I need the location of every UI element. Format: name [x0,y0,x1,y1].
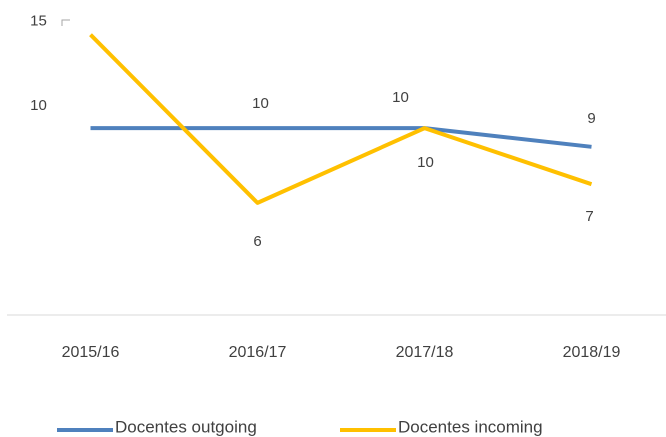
data-label: 7 [585,208,593,225]
legend-label: Docentes outgoing [115,417,257,436]
series-line [89,33,593,205]
data-label: 10 [392,89,409,106]
leader-line [61,19,70,26]
data-label: 10 [252,95,269,112]
x-tick-label: 2017/18 [396,344,454,361]
data-label: 15 [30,13,47,30]
x-tick-label: 2016/17 [229,344,287,361]
data-label: 10 [417,154,434,171]
data-label: 10 [30,97,47,114]
data-label: 6 [253,233,261,250]
legend-label: Docentes incoming [398,417,543,436]
x-tick-label: 2015/16 [62,344,120,361]
x-tick-label: 2018/19 [563,344,621,361]
data-label: 9 [587,110,595,127]
series-line [90,126,592,149]
